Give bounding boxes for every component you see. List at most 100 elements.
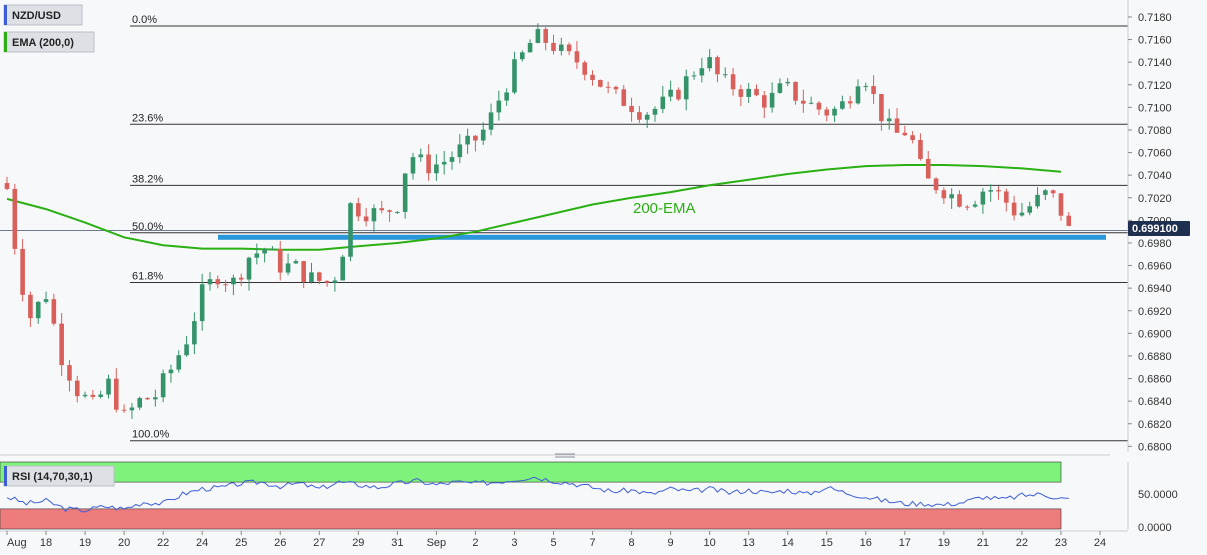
candle [473,134,478,152]
price-tick-label: 0.7100 [1138,102,1172,114]
candle [629,97,634,122]
candle [535,23,541,44]
price-tick-label: 0.6840 [1138,396,1172,408]
candle [153,389,158,407]
candle [199,273,205,331]
price-tick-label: 0.7120 [1138,80,1172,92]
candle [363,207,369,227]
candle [324,280,330,287]
candle [254,243,260,265]
candle [238,273,244,287]
rsi-tick-0: 0.0000 [1138,522,1172,534]
candle [74,375,80,403]
symbol-tag[interactable]: NZD/USD [3,4,83,26]
candle [980,188,986,214]
price-tick-label: 0.7140 [1138,57,1172,69]
candle [1035,187,1040,209]
candle [285,253,291,276]
candle [738,84,744,107]
candle [1050,189,1056,198]
candle [722,67,728,79]
time-tick-label: 8 [629,537,635,549]
time-tick-label: 9 [668,537,674,549]
candle [356,197,361,222]
candle [972,200,978,208]
candle [871,75,876,104]
candle [941,187,947,204]
candle [559,37,564,56]
candle [28,291,33,328]
support-zone [218,234,1106,240]
support-line [218,234,1106,240]
candle [754,84,759,97]
candle [20,238,25,302]
fib-label: 100.0% [132,429,170,441]
time-tick-label: 23 [1055,537,1067,549]
time-tick-label: 31 [391,537,403,549]
candle [262,247,267,263]
candle [598,79,603,88]
candle [949,188,954,209]
candle [668,80,673,102]
candle [543,26,548,51]
rsi-line [6,476,1069,513]
candle [348,202,353,262]
candle [82,391,88,399]
candle [863,82,869,92]
fib-label: 23.6% [132,112,163,124]
candle [43,291,49,304]
candle [957,190,962,208]
rsi-oversold-zone [0,508,1062,530]
candle [168,364,174,383]
candle [35,301,41,324]
rsi-tick-50: 50.0000 [1138,489,1178,501]
time-tick-label: 3 [511,537,517,549]
candle [1011,195,1017,221]
candle [1004,188,1009,212]
candle [340,254,346,281]
price-tick-label: 0.6940 [1138,283,1172,295]
ema-indicator-tag[interactable]: EMA (200,0) [3,31,95,53]
time-tick-label: 19 [938,537,950,549]
price-tick-label: 0.6900 [1138,328,1172,340]
candle [886,108,892,130]
time-tick-label: 24 [1094,537,1106,549]
candle [637,106,642,123]
candle [496,90,502,121]
ema-200-line [6,164,1062,251]
candle [434,154,439,181]
candle [761,90,767,119]
candle [730,67,736,96]
candle [769,82,775,113]
time-tick-label: 17 [899,537,911,549]
rsi-tag[interactable]: RSI (14,70,30,1) [3,465,115,487]
price-tick-label: 0.7160 [1138,35,1172,47]
candle [176,350,182,373]
candle [808,96,814,105]
candle [371,204,377,232]
price-tick-label: 0.7040 [1138,170,1172,182]
candle [223,279,228,293]
candle [605,81,611,94]
time-tick-label: 27 [313,537,325,549]
candle [465,128,470,154]
fibonacci-levels: 0.0% 23.6% 38.2% 50.0% 61.8% 100.0% [0,14,1128,442]
price-tick-label: 0.6960 [1138,261,1172,273]
price-tick-label: 0.6920 [1138,306,1172,318]
candle [840,95,845,110]
candle [512,51,517,95]
time-tick-label: 22 [1016,537,1028,549]
candle [277,241,283,281]
candle [395,211,400,215]
price-tick-label: 0.6820 [1138,419,1172,431]
ema-label: 200-EMA [633,200,696,217]
candle [785,78,791,87]
candle [4,176,10,191]
candle [824,106,830,122]
candle [988,184,993,202]
pane-resize-handle[interactable] [555,453,575,458]
candle [160,369,166,403]
candle [426,144,431,181]
time-tick-label: 2 [472,537,478,549]
